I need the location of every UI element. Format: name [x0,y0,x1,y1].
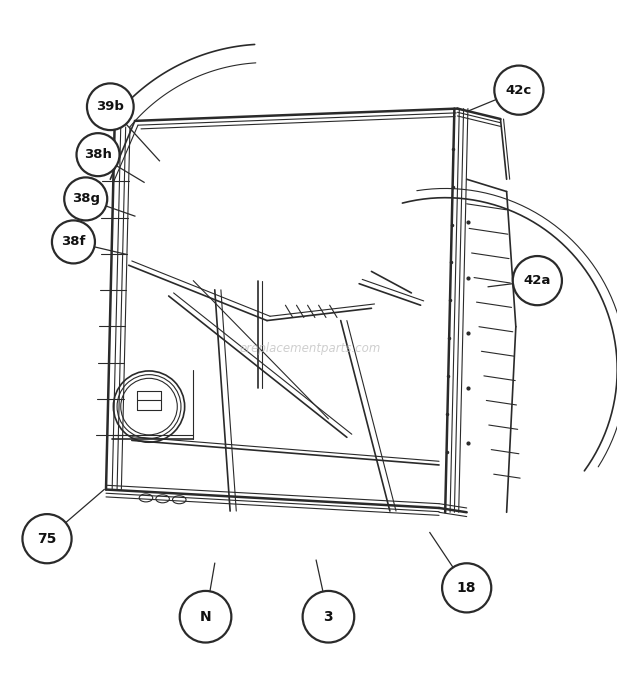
Circle shape [303,591,354,643]
Text: 38g: 38g [72,193,100,205]
Circle shape [64,178,107,220]
Text: ereplacementparts.com: ereplacementparts.com [239,342,381,355]
Text: 39b: 39b [96,100,124,113]
Circle shape [87,83,134,130]
Circle shape [22,514,71,563]
Circle shape [513,256,562,305]
Circle shape [76,133,120,176]
Text: 75: 75 [37,532,56,546]
Text: 38h: 38h [84,148,112,161]
Circle shape [494,66,544,115]
Circle shape [442,563,491,612]
Text: 3: 3 [324,610,333,624]
Circle shape [52,220,95,264]
Text: 42a: 42a [524,274,551,287]
Text: N: N [200,610,211,624]
Text: 18: 18 [457,581,476,595]
Circle shape [180,591,231,643]
Text: 42c: 42c [506,83,532,97]
Text: 38f: 38f [61,235,86,248]
